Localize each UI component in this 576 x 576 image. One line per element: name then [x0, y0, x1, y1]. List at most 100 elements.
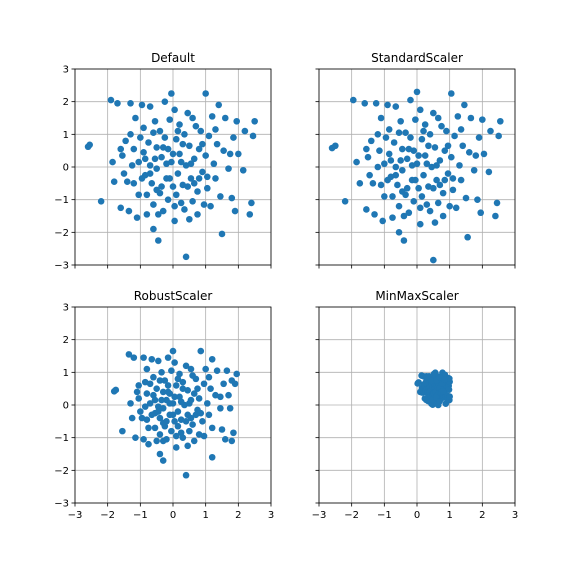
panel-title-standardscaler: StandardScaler: [371, 51, 463, 65]
data-point: [213, 367, 221, 375]
data-point: [177, 199, 185, 207]
data-point: [135, 382, 142, 389]
data-point: [381, 193, 388, 200]
data-point: [189, 198, 196, 205]
data-point: [220, 380, 227, 388]
x-tick-label: 3: [268, 510, 274, 521]
data-point: [174, 375, 182, 383]
data-point: [374, 163, 382, 171]
data-point: [361, 100, 369, 107]
data-point: [199, 140, 206, 148]
data-point: [448, 153, 455, 161]
data-point: [159, 404, 167, 412]
data-point: [405, 209, 413, 217]
data-point: [151, 117, 159, 125]
data-point: [190, 437, 198, 445]
data-point: [395, 129, 403, 136]
scatter-points: [414, 369, 453, 409]
x-tick-label: −1: [377, 510, 392, 521]
data-point: [137, 134, 144, 141]
data-point: [405, 145, 413, 153]
panel-title-default: Default: [151, 51, 195, 65]
data-point: [148, 180, 156, 187]
x-tick-label: 1: [202, 510, 208, 521]
data-point: [172, 444, 180, 451]
y-tick-label: 1: [63, 130, 69, 141]
data-point: [158, 183, 165, 190]
data-point: [172, 135, 180, 143]
data-point: [479, 116, 486, 123]
y-tick-label: 3: [63, 303, 69, 314]
data-point: [410, 198, 418, 205]
data-point: [415, 184, 422, 192]
data-point: [145, 424, 152, 432]
data-point: [202, 90, 209, 97]
data-point: [125, 351, 133, 358]
data-point: [133, 388, 141, 396]
y-tick-label: −1: [54, 195, 69, 206]
data-point: [107, 96, 115, 104]
data-point: [420, 127, 427, 135]
data-point: [441, 176, 449, 184]
grid: [74, 68, 272, 266]
data-point: [403, 184, 411, 192]
data-point: [140, 436, 147, 443]
data-point: [350, 96, 357, 104]
data-point: [166, 116, 174, 123]
data-point: [179, 385, 187, 392]
data-point: [150, 129, 157, 136]
data-point: [155, 211, 162, 218]
data-point: [213, 140, 221, 148]
data-point: [223, 367, 231, 375]
data-point: [493, 199, 501, 207]
data-point: [470, 166, 478, 174]
data-point: [231, 207, 239, 215]
data-point: [384, 176, 391, 184]
data-point: [208, 453, 216, 461]
data-point: [174, 408, 182, 415]
data-point: [143, 365, 151, 373]
data-point: [418, 193, 426, 200]
data-point: [205, 132, 213, 140]
data-point: [127, 100, 134, 107]
data-point: [392, 171, 400, 179]
data-point: [204, 173, 211, 181]
data-point: [423, 160, 431, 168]
data-point: [177, 398, 185, 406]
data-point: [200, 432, 208, 440]
data-point: [446, 393, 453, 400]
data-point: [446, 202, 453, 210]
data-point: [364, 153, 372, 161]
data-point: [416, 204, 424, 212]
data-point: [161, 98, 169, 105]
data-point: [430, 109, 437, 117]
data-point: [465, 149, 473, 156]
data-point: [156, 377, 164, 384]
data-point: [210, 160, 218, 168]
data-point: [151, 155, 159, 163]
data-point: [114, 100, 121, 107]
data-point: [132, 114, 139, 122]
data-point: [159, 437, 167, 445]
data-point: [153, 385, 160, 392]
y-tick-label: 0: [63, 163, 69, 174]
data-point: [122, 137, 129, 145]
data-point: [174, 127, 182, 135]
data-point: [413, 88, 421, 96]
panel-minmaxscaler: MinMaxScaler −3 −2 −1 0 1 2 3: [312, 289, 519, 521]
data-point: [197, 409, 205, 417]
x-tick-label: −3: [312, 510, 327, 521]
axes-frame: [318, 68, 516, 266]
data-point: [192, 375, 200, 383]
data-point: [441, 376, 448, 384]
data-point: [226, 150, 234, 158]
data-point: [146, 103, 154, 110]
y-tick-label: 3: [63, 65, 69, 76]
data-point: [181, 206, 188, 213]
data-point: [140, 149, 147, 156]
data-point: [150, 225, 157, 233]
data-point: [472, 152, 480, 159]
data-point: [233, 370, 240, 378]
axis-ticks: −3 −2 −1 0 1 2 3: [312, 306, 518, 521]
data-point: [449, 186, 457, 194]
